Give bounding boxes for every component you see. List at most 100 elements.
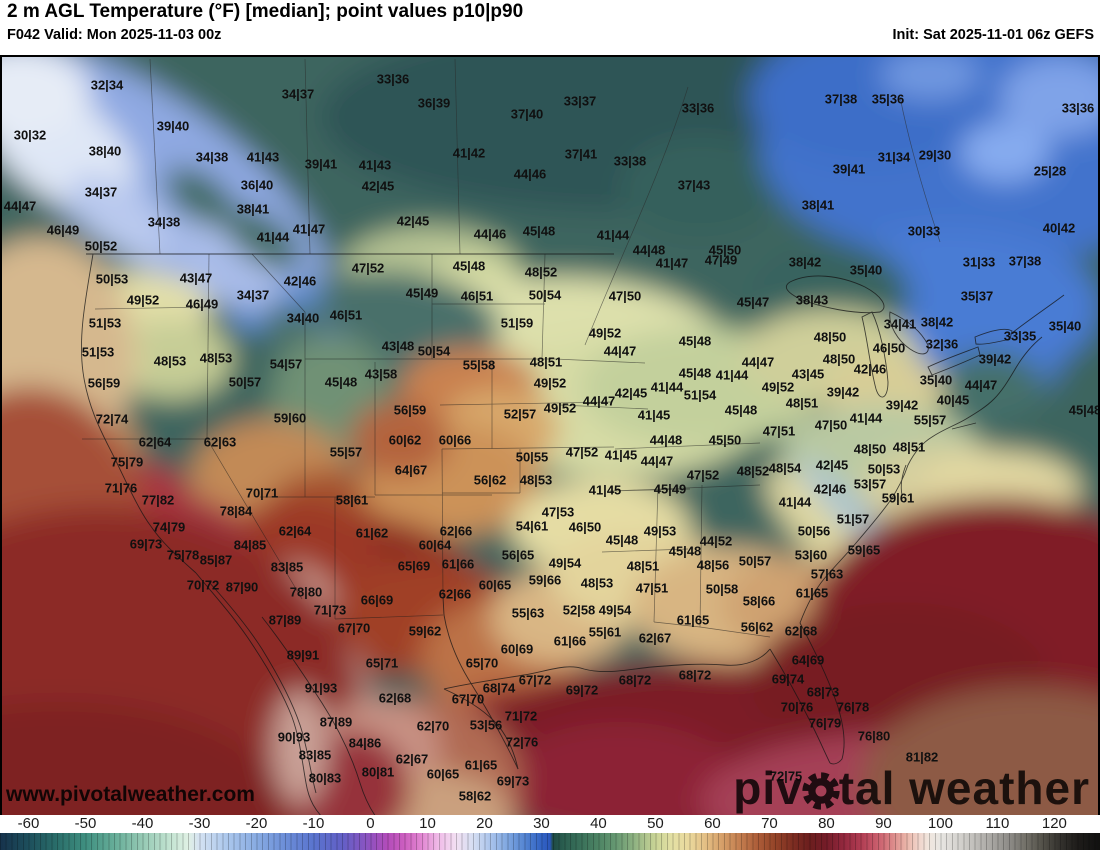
point-value: 41|44 [715, 367, 749, 383]
point-value: 49|54 [598, 602, 632, 618]
point-value: 47|50 [608, 288, 642, 304]
point-value: 44|46 [473, 226, 507, 242]
point-value: 55|57 [329, 444, 363, 460]
point-value: 41|44 [849, 410, 883, 426]
colorbar-tick-label: 120 [1041, 815, 1067, 832]
point-value: 34|40 [286, 310, 320, 326]
point-value: 39|42 [978, 351, 1012, 367]
point-value: 75|79 [110, 454, 144, 470]
point-value: 60|64 [418, 537, 452, 553]
point-value: 53|57 [853, 476, 887, 492]
point-value: 87|89 [268, 612, 302, 628]
point-value: 37|43 [677, 177, 711, 193]
colorbar-tick-label: -30 [188, 815, 211, 832]
point-value: 78|80 [289, 584, 323, 600]
point-value: 59|60 [273, 410, 307, 426]
point-value: 54|61 [515, 518, 549, 534]
point-value: 45|48 [522, 223, 556, 239]
point-value: 44|47 [603, 343, 637, 359]
point-value: 48|51 [785, 395, 819, 411]
point-value: 84|86 [348, 735, 382, 751]
point-value: 45|48 [324, 374, 358, 390]
point-value: 34|37 [236, 287, 270, 303]
point-value: 49|54 [548, 555, 582, 571]
point-value: 62|64 [278, 523, 312, 539]
watermark-brand-pre: piv [733, 762, 803, 814]
point-value: 56|65 [501, 547, 535, 563]
point-value: 42|46 [813, 481, 847, 497]
point-value: 71|76 [104, 480, 138, 496]
point-value: 39|42 [826, 384, 860, 400]
point-value: 38|42 [788, 254, 822, 270]
point-value: 41|43 [358, 157, 392, 173]
point-value: 54|57 [269, 356, 303, 372]
point-value: 33|36 [681, 100, 715, 116]
point-value: 48|51 [626, 558, 660, 574]
point-value: 38|41 [801, 197, 835, 213]
point-value: 46|50 [872, 340, 906, 356]
colorbar-tick-label: 10 [419, 815, 436, 832]
point-value: 45|48 [605, 532, 639, 548]
point-value: 36|39 [417, 95, 451, 111]
point-value: 57|63 [810, 566, 844, 582]
point-value: 61|66 [441, 556, 475, 572]
point-value: 38|42 [920, 314, 954, 330]
point-value: 67|72 [518, 672, 552, 688]
point-value: 34|37 [281, 86, 315, 102]
point-value: 41|44 [650, 379, 684, 395]
point-value: 56|59 [87, 375, 121, 391]
point-value: 61|65 [676, 612, 710, 628]
point-value: 50|57 [228, 374, 262, 390]
colorbar-tick-label: 0 [366, 815, 375, 832]
point-value: 41|45 [588, 482, 622, 498]
colorbar-tick-label: 40 [590, 815, 607, 832]
point-value: 47|50 [814, 417, 848, 433]
point-value: 33|37 [563, 93, 597, 109]
point-value: 60|65 [478, 577, 512, 593]
point-value: 44|48 [649, 432, 683, 448]
point-value: 45|47 [736, 294, 770, 310]
point-value: 44|47 [640, 453, 674, 469]
point-value: 25|28 [1033, 163, 1067, 179]
point-value: 68|72 [618, 672, 652, 688]
point-value: 50|58 [705, 581, 739, 597]
point-value: 72|76 [505, 734, 539, 750]
point-value: 69|72 [565, 682, 599, 698]
valid-time-label: F042 Valid: Mon 2025-11-03 00z [7, 27, 222, 43]
point-value: 32|36 [925, 336, 959, 352]
point-value: 46|50 [568, 519, 602, 535]
point-value: 41|44 [778, 494, 812, 510]
point-value: 76|78 [836, 699, 870, 715]
colorbar-tick-label: 90 [875, 815, 892, 832]
colorbar-tick-label: -50 [74, 815, 97, 832]
point-value: 64|69 [791, 652, 825, 668]
point-value: 52|58 [562, 602, 596, 618]
point-value: 34|38 [195, 149, 229, 165]
point-value: 38|40 [88, 143, 122, 159]
point-value: 45|48 [1068, 402, 1100, 418]
point-value: 53|56 [469, 717, 503, 733]
colorbar-tick-label: 20 [476, 815, 493, 832]
point-value: 42|45 [361, 178, 395, 194]
point-value: 83|85 [270, 559, 304, 575]
point-value: 75|78 [166, 547, 200, 563]
point-value: 33|36 [1061, 100, 1095, 116]
point-value: 50|54 [417, 343, 451, 359]
point-value: 44|47 [582, 393, 616, 409]
point-value: 62|70 [416, 718, 450, 734]
point-value: 50|55 [515, 449, 549, 465]
colorbar-tick-label: -20 [245, 815, 268, 832]
point-value: 62|68 [378, 690, 412, 706]
point-value: 47|51 [762, 423, 796, 439]
point-value: 45|48 [452, 258, 486, 274]
point-value: 62|64 [138, 434, 172, 450]
point-value: 62|67 [395, 751, 429, 767]
point-value: 48|52 [524, 264, 558, 280]
watermark-url: www.pivotalweather.com [6, 783, 255, 806]
colorbar-tick-label: 100 [927, 815, 953, 832]
point-value: 89|91 [286, 647, 320, 663]
point-value: 35|40 [1048, 318, 1082, 334]
point-value: 47|51 [635, 580, 669, 596]
point-value: 33|35 [1003, 328, 1037, 344]
point-value: 48|51 [529, 354, 563, 370]
